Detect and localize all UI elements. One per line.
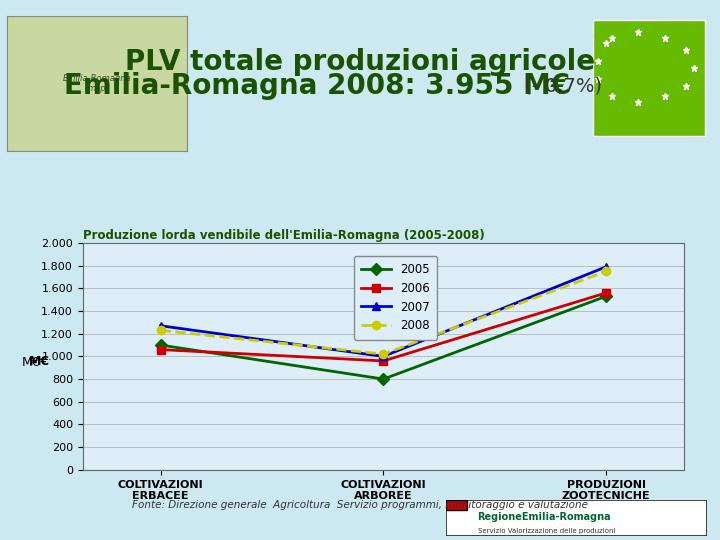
Legend: 2005, 2006, 2007, 2008: 2005, 2006, 2007, 2008 (354, 256, 437, 340)
2005 (602, 293, 611, 300)
Line: 2007: 2007 (156, 262, 611, 361)
2006 (156, 346, 165, 353)
2008 (379, 351, 387, 357)
Text: PLV totale produzioni agricole: PLV totale produzioni agricole (125, 48, 595, 76)
FancyBboxPatch shape (593, 19, 705, 136)
Line: 2006: 2006 (156, 289, 611, 365)
Line: 2005: 2005 (156, 292, 611, 383)
Text: (- 0,7%): (- 0,7%) (518, 77, 603, 96)
Text: Emilia-Romagna 2008: 3.955 M€: Emilia-Romagna 2008: 3.955 M€ (64, 72, 570, 100)
Text: M€: M€ (29, 355, 50, 368)
2005 (156, 342, 165, 348)
Y-axis label: M€: M€ (22, 356, 40, 369)
2005 (379, 376, 387, 382)
2007 (156, 322, 165, 329)
2007 (602, 264, 611, 270)
2008 (602, 268, 611, 274)
Text: Produzione lorda vendibile dell'Emilia-Romagna (2005-2008): Produzione lorda vendibile dell'Emilia-R… (83, 229, 485, 242)
2007 (379, 353, 387, 360)
Text: Fonte: Direzione generale  Agricoltura  Servizio programmi, monitoraggio e valut: Fonte: Direzione generale Agricoltura Se… (132, 500, 588, 510)
FancyBboxPatch shape (446, 500, 467, 510)
2006 (602, 289, 611, 296)
2008 (156, 327, 165, 334)
Line: 2008: 2008 (156, 267, 611, 359)
2006 (379, 357, 387, 364)
Text: Servizio Valorizzazione delle produzioni: Servizio Valorizzazione delle produzioni (477, 528, 615, 534)
Text: RegioneEmilia-Romagna: RegioneEmilia-Romagna (477, 512, 611, 522)
Text: Emilia-Romagna
map: Emilia-Romagna map (63, 74, 132, 93)
